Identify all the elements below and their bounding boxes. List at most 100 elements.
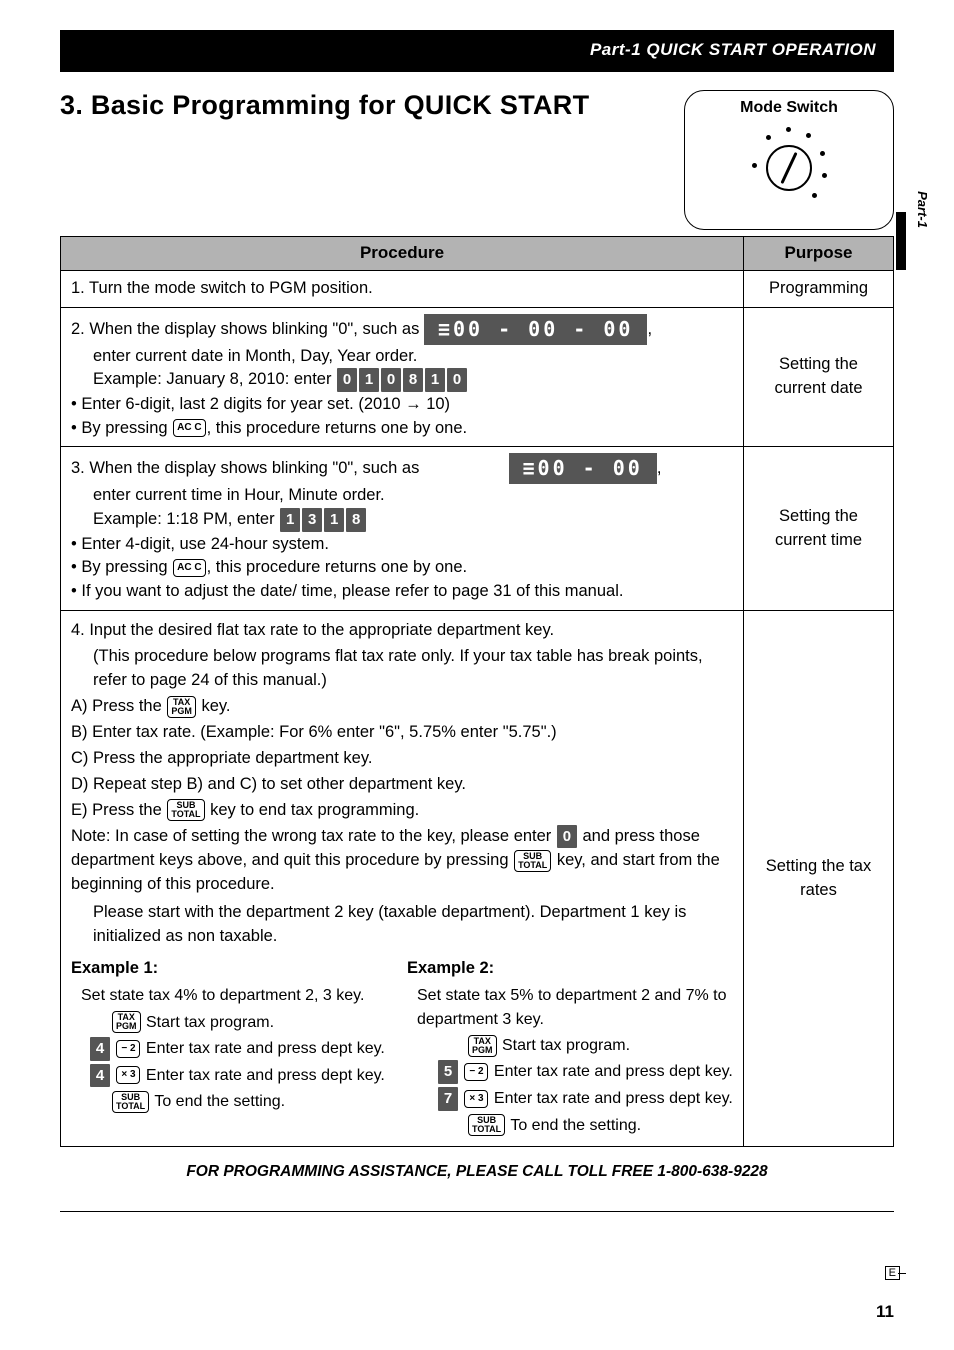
bullet: If you want to adjust the date/ time, pl… [71,580,733,604]
keybox-subtotal: SUBTOTAL [514,850,551,872]
text: 2. When the display shows blinking "0", … [71,319,424,337]
keybox-dept3: × 3 [464,1090,488,1108]
dial-icon [744,123,834,213]
keycap: 3 [302,508,322,532]
purpose-4: Setting the tax rates [744,611,894,1146]
text: A) Press the [71,697,166,715]
table-row: 2. When the display shows blinking "0", … [61,307,894,447]
text: Start tax program. [146,1014,274,1031]
lcd-display: ≡00 - 00 [509,453,657,484]
bullet: By pressing AC C, this procedure returns… [71,417,733,441]
text: Start tax program. [502,1037,630,1054]
keycap: 1 [425,368,445,392]
example-2: Example 2: Set state tax 5% to departmen… [407,957,733,1140]
side-tab [896,212,906,270]
text: enter current time in Hour, Minute order… [71,484,733,508]
table-row: 3. When the display shows blinking "0", … [61,447,894,611]
bullet: By pressing AC C, this procedure returns… [71,556,733,580]
divider [60,1211,894,1212]
example-1: Example 1: Set state tax 4% to departmen… [71,957,397,1140]
footer-note: FOR PROGRAMMING ASSISTANCE, PLEASE CALL … [60,1163,894,1181]
text: B) Enter tax rate. (Example: For 6% ente… [71,721,733,745]
procedure-table: Procedure Purpose 1. Turn the mode switc… [60,236,894,1147]
text: current date [774,379,862,397]
text: , [647,319,652,337]
keycap: 1 [280,508,300,532]
step-4: 4. Input the desired flat tax rate to th… [61,611,744,1146]
text: To end the setting. [510,1117,641,1134]
table-row: 4. Input the desired flat tax rate to th… [61,611,894,1146]
text: key to end tax programming. [206,801,420,819]
text: , this procedure returns one by one. [207,419,468,437]
text: Set state tax 4% to department 2, 3 key. [71,984,397,1007]
keybox-dept2: − 2 [464,1063,488,1081]
section-header: Part-1 QUICK START OPERATION [60,30,894,72]
keycap: 4 [90,1037,110,1061]
example-title: Example 2: [407,957,733,981]
keybox-subtotal: SUBTOTAL [112,1091,149,1113]
step-3: 3. When the display shows blinking "0", … [61,447,744,611]
keycap: 1 [359,368,379,392]
step-2: 2. When the display shows blinking "0", … [61,307,744,447]
bullet: Enter 6-digit, last 2 digits for year se… [71,393,733,417]
lcd-display: ≡00 - 00 - 00 [424,314,648,345]
text: 4. Input the desired flat tax rate to th… [71,619,733,643]
col-purpose-header: Purpose [744,237,894,271]
text: By pressing [81,558,172,576]
keycap: 0 [381,368,401,392]
table-row: 1. Turn the mode switch to PGM position.… [61,270,894,307]
text: key. [197,697,231,715]
text: current time [775,531,862,549]
text: Setting the [779,507,858,525]
text: To end the setting. [154,1093,285,1110]
keybox-acc: AC C [173,559,205,577]
keycap: 0 [447,368,467,392]
keybox-subtotal: SUBTOTAL [468,1114,505,1136]
keycap: 8 [403,368,423,392]
keybox-dept2: − 2 [116,1040,140,1058]
text: Setting the [779,355,858,373]
text: Enter tax rate and press dept key. [146,1040,385,1057]
page-title: 3. Basic Programming for QUICK START [60,90,589,121]
text: Enter tax rate and press dept key. [494,1090,733,1107]
text: Setting the tax [766,857,872,875]
col-procedure-header: Procedure [61,237,744,271]
keycap: 0 [337,368,357,392]
text: Example: 1:18 PM, enter [93,511,279,529]
keycap: 1 [324,508,344,532]
keycap: 7 [438,1087,458,1111]
mode-switch-diagram: Mode Switch [684,90,894,230]
keybox-acc: AC C [173,419,205,437]
bullet: Enter 4-digit, use 24-hour system. [71,533,733,557]
purpose-3: Setting the current time [744,447,894,611]
keybox-taxpgm: TAXPGM [112,1011,141,1033]
text: enter current date in Month, Day, Year o… [71,345,733,369]
text: By pressing [81,419,172,437]
text: Enter tax rate and press dept key. [494,1063,733,1080]
side-tab-label: Part-1 [915,191,930,228]
purpose-1: Programming [744,270,894,307]
example-title: Example 1: [71,957,397,981]
text: C) Press the appropriate department key. [71,747,733,771]
mode-switch-label: Mode Switch [685,99,893,117]
keybox-dept3: × 3 [116,1066,140,1084]
text: Please start with the department 2 key (… [71,901,733,949]
keycap: 4 [90,1064,110,1088]
text: rates [800,881,837,899]
keycap: 8 [346,508,366,532]
text: D) Repeat step B) and C) to set other de… [71,773,733,797]
text: , [657,459,662,477]
text: Note: In case of setting the wrong tax r… [71,827,556,845]
page-number: 11 [876,1302,894,1322]
keycap: 5 [438,1060,458,1084]
text: , this procedure returns one by one. [207,558,468,576]
text: 3. When the display shows blinking "0", … [71,459,424,477]
text: Enter tax rate and press dept key. [146,1067,385,1084]
text: Example: January 8, 2010: enter [93,371,336,389]
keybox-taxpgm: TAXPGM [468,1035,497,1057]
keycap: 0 [557,825,577,849]
keybox-taxpgm: TAXPGM [167,696,196,718]
step-1: 1. Turn the mode switch to PGM position. [61,270,744,307]
text: Set state tax 5% to department 2 and 7% … [407,984,733,1030]
text: (This procedure below programs flat tax … [71,645,733,693]
